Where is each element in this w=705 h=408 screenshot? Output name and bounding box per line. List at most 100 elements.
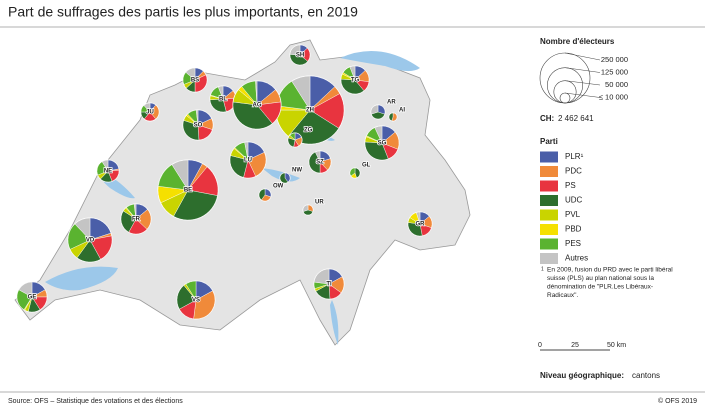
canton-label: UR — [315, 200, 324, 206]
footnote-line: suisse (PLS) au plan national sous la — [547, 275, 654, 282]
legend-swatch — [540, 195, 558, 206]
canton-label: GE — [28, 295, 37, 301]
pie-slice — [289, 132, 296, 141]
size-label: 125 000 — [601, 67, 628, 76]
footnote-line: dénomination de "PLR.Les Libéraux- — [547, 284, 653, 291]
pie-slice — [171, 159, 189, 191]
canton-label: BE — [184, 188, 192, 194]
footnote-line: Radicaux". — [547, 292, 578, 299]
legend-label: PES — [565, 239, 581, 248]
pie-slice — [173, 189, 218, 221]
pie-slice — [279, 172, 289, 184]
footnote-mark: 1 — [541, 266, 544, 272]
pie-slice — [185, 67, 196, 81]
size-label: ≤ 10 000 — [599, 92, 628, 101]
pie-slice — [193, 290, 216, 320]
pie-slice — [255, 80, 258, 106]
legend-swatch — [540, 209, 558, 221]
level-label: Niveau géographique: — [540, 371, 624, 380]
canton-label: AR — [387, 100, 396, 106]
party-legend-title: Parti — [540, 137, 558, 146]
size-circle — [547, 67, 583, 104]
leader — [564, 52, 601, 61]
canton-label: NE — [104, 169, 112, 175]
pie-slice — [101, 159, 109, 172]
legend-swatch — [540, 238, 558, 250]
leader — [564, 67, 601, 73]
pie-slice — [133, 203, 137, 220]
canton-label: VD — [86, 238, 95, 244]
canton-label: BS — [191, 78, 199, 84]
pie-slice — [374, 125, 383, 144]
lake — [330, 300, 339, 345]
size-label: 250 000 — [601, 55, 628, 64]
pie-slice — [194, 74, 208, 93]
canton-label: TI — [326, 282, 332, 288]
canton-label: VS — [192, 298, 200, 304]
ch-total: 2 462 641 — [558, 114, 594, 123]
legend-label: PBD — [565, 225, 582, 234]
pie-slice — [315, 150, 321, 163]
title: Part de suffrages des partis les plus im… — [8, 4, 358, 20]
source: Source: OFS – Statistique des votations … — [8, 398, 183, 405]
pie-slice — [244, 141, 249, 161]
pie-slice — [182, 120, 200, 141]
pie-slice — [308, 151, 321, 174]
canton-label: ZH — [306, 108, 314, 114]
leader — [564, 92, 601, 98]
pie-slice — [195, 109, 199, 126]
pie-slice — [289, 44, 301, 56]
pie-slice — [232, 101, 273, 130]
canton-label: OW — [273, 184, 284, 190]
size-circle — [559, 92, 571, 104]
legend-swatch — [540, 151, 558, 163]
legend-swatch — [540, 253, 558, 264]
size-label: 50 000 — [605, 80, 628, 89]
pie-slice — [340, 78, 365, 95]
pie-slice — [258, 188, 266, 201]
legend-swatch — [540, 180, 558, 192]
canton-label: LU — [244, 158, 252, 164]
pie-slice — [370, 104, 379, 115]
legend-label: PVL — [565, 210, 581, 219]
canton-label: BL — [219, 97, 227, 103]
ch-label: CH: — [540, 114, 554, 123]
lake — [45, 266, 118, 291]
pie-slice — [349, 65, 356, 81]
legend-label: PDC — [565, 167, 582, 176]
pie-slice — [18, 281, 33, 298]
pie-slice — [364, 141, 389, 161]
legend-swatch — [540, 166, 558, 177]
scale-label: 50 km — [607, 342, 626, 349]
size-legend-title: Nombre d'électeurs — [540, 37, 615, 46]
canton-label: FR — [132, 217, 141, 223]
map — [14, 39, 471, 346]
legend-label: UDC — [565, 196, 583, 205]
pie-slice — [291, 75, 311, 111]
pie-slice — [349, 167, 356, 177]
pie-slice — [217, 85, 224, 100]
footnote-line: En 2009, fusion du PRD avec le parti lib… — [547, 267, 673, 274]
lake — [340, 50, 420, 72]
canton-label: GL — [362, 163, 371, 169]
canton-label: SZ — [316, 160, 324, 166]
pie-slice — [74, 217, 91, 241]
canton-label: GR — [416, 222, 426, 228]
canton-label: AI — [399, 108, 405, 114]
pie-slice — [388, 112, 394, 122]
canton-label: JU — [146, 110, 154, 116]
canton-label: AG — [253, 103, 262, 109]
leader — [564, 80, 601, 86]
pie-slice — [289, 54, 308, 66]
legend-label: PS — [565, 181, 576, 190]
pie-slice — [313, 268, 330, 285]
level-value: cantons — [632, 371, 660, 380]
pie-slice — [416, 211, 421, 225]
scale-label: 25 — [571, 342, 579, 349]
copyright: © OFS 2019 — [658, 397, 697, 405]
canton-label: SG — [378, 141, 387, 147]
legend-label: Autres — [565, 254, 588, 263]
canton-label: SO — [194, 123, 203, 129]
canton-label: ZG — [304, 128, 313, 134]
